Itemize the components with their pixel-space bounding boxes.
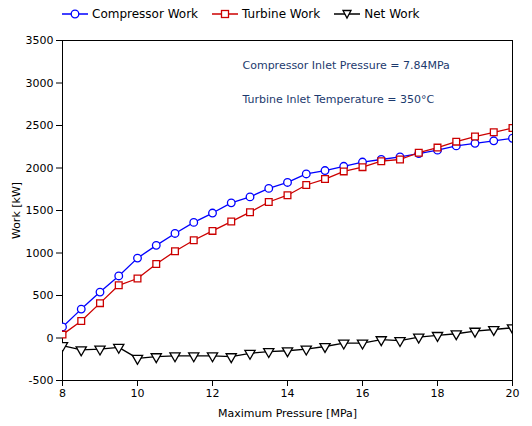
svg-text:-500: -500	[29, 374, 54, 387]
svg-text:500: 500	[33, 289, 54, 302]
svg-text:14: 14	[281, 387, 295, 400]
svg-text:8: 8	[59, 387, 66, 400]
html-text:Turbine Work: Turbine Work	[242, 7, 321, 21]
svg-text:1000: 1000	[26, 247, 54, 260]
svg-text:2000: 2000	[26, 162, 54, 175]
html-text:Compressor Work: Compressor Work	[92, 7, 199, 21]
svg-text:20: 20	[506, 387, 520, 400]
svg-text:18: 18	[431, 387, 445, 400]
html-text:Net Work: Net Work	[364, 7, 420, 21]
svg-text:3000: 3000	[26, 77, 54, 90]
svg-text:Maximum Pressure [MPa]: Maximum Pressure [MPa]	[218, 407, 357, 420]
svg-text:Compressor Inlet Pressure = 7.: Compressor Inlet Pressure = 7.84MPa	[243, 59, 450, 72]
svg-text:0: 0	[47, 332, 54, 345]
svg-text:16: 16	[356, 387, 370, 400]
svg-text:10: 10	[131, 387, 145, 400]
svg-text:2500: 2500	[26, 119, 54, 132]
svg-text:Turbine Inlet Temperature = 35: Turbine Inlet Temperature = 350°C	[242, 93, 435, 106]
svg-text:Work [kW]: Work [kW]	[10, 182, 23, 239]
svg-text:1500: 1500	[26, 204, 54, 217]
svg-text:3500: 3500	[26, 34, 54, 47]
svg-text:12: 12	[206, 387, 220, 400]
